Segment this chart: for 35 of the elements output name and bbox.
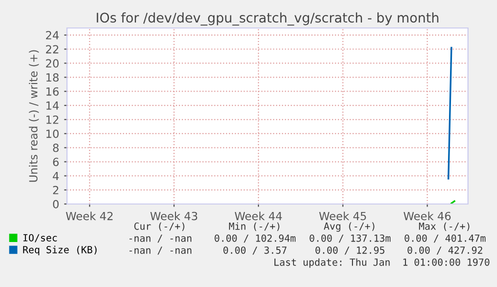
y-tick-label: 18 bbox=[46, 73, 59, 82]
text: 0.00 / 102.94m bbox=[214, 234, 296, 243]
y-tick-label: 6 bbox=[53, 158, 59, 166]
y-tick-label: 14 bbox=[46, 102, 59, 110]
text: 0.00 / 401.47m bbox=[404, 234, 486, 243]
y-tick-label: 8 bbox=[53, 144, 59, 152]
y-tick-label: 0 bbox=[53, 200, 59, 208]
text: Avg (-/+) bbox=[324, 222, 374, 232]
x-tick-label: Week 44 bbox=[234, 212, 282, 220]
x-tick-label: Week 42 bbox=[66, 212, 113, 220]
text: 0.00 / 137.13m bbox=[310, 234, 391, 243]
text: 0.00 / 427.92 bbox=[408, 246, 482, 255]
text: Last update: Thu Jan 1 01:00:00 1970 bbox=[274, 258, 490, 268]
legend-label: Req Size (KB) bbox=[23, 246, 97, 256]
x-tick-label: Week 45 bbox=[319, 212, 366, 220]
y-tick-label: 24 bbox=[46, 31, 59, 40]
text: -nan / -nan bbox=[130, 234, 192, 243]
y-tick-label: 10 bbox=[46, 130, 59, 138]
text: 0.00 / 12.95 bbox=[316, 246, 384, 255]
text: Min (-/+) bbox=[229, 222, 280, 231]
x-tick-label: Week 46 bbox=[404, 212, 451, 220]
y-tick-label: 20 bbox=[46, 59, 59, 68]
chart-title: IOs for /dev/dev_gpu_scratch_vg/scratch - by month bbox=[96, 12, 438, 26]
y-tick-label: 4 bbox=[52, 172, 59, 180]
text: -nan / -nan bbox=[130, 246, 192, 255]
legend-label: IO/sec bbox=[23, 234, 57, 242]
x-tick-label: Week 43 bbox=[150, 212, 198, 220]
y-tick-label: 16 bbox=[46, 87, 59, 96]
y-axis-title: Units read (-) / write (+) bbox=[28, 50, 39, 182]
text: Max (-/+) bbox=[419, 222, 470, 231]
y-tick-label: 12 bbox=[46, 115, 58, 124]
y-tick-label: 22 bbox=[46, 45, 58, 54]
y-tick-label: 2 bbox=[53, 186, 58, 194]
text: Cur (-/+) bbox=[134, 222, 184, 231]
text: 0.00 / 3.57 bbox=[223, 246, 286, 255]
